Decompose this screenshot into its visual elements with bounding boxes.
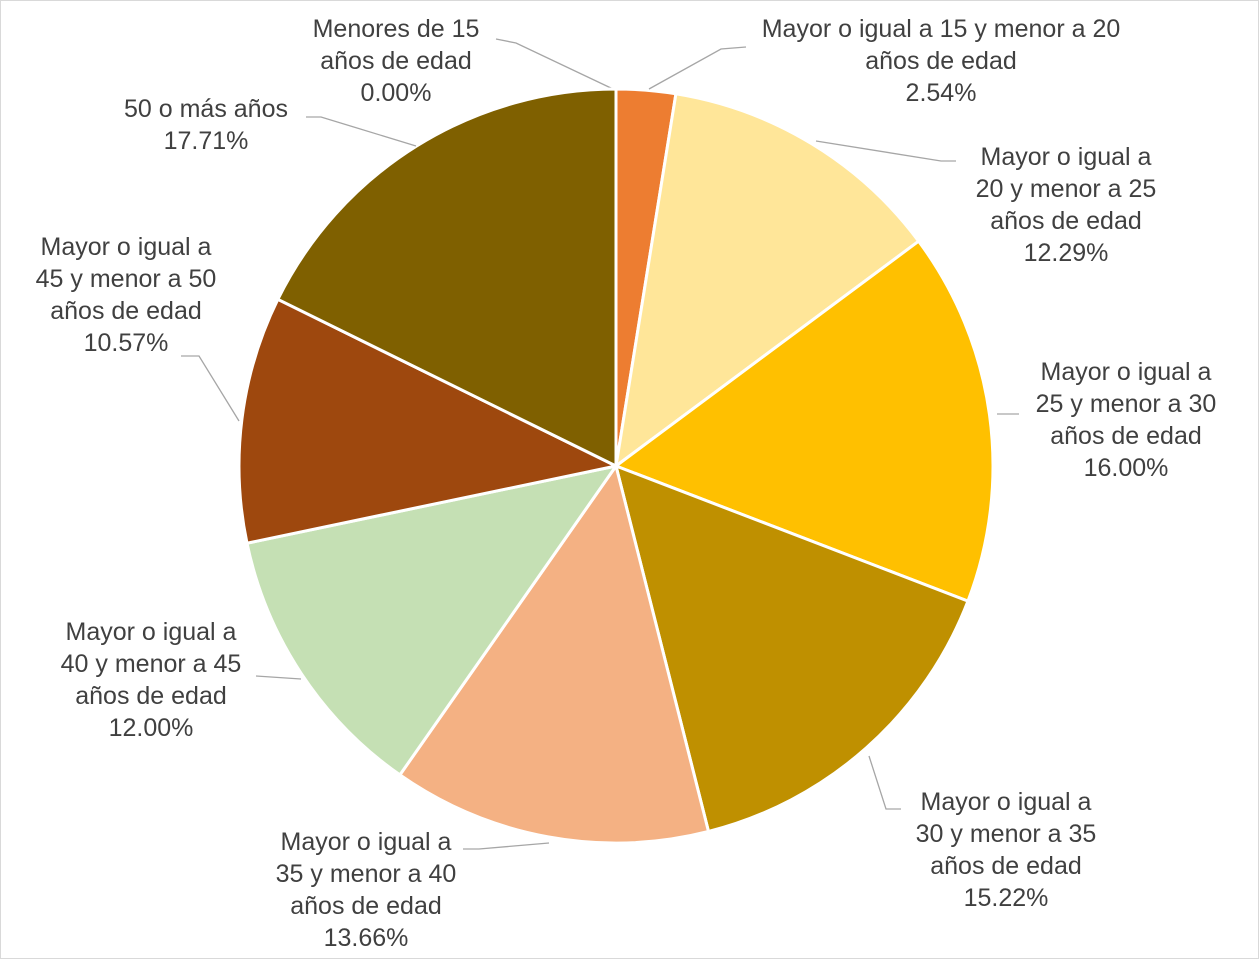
value-label: 0.00% — [360, 79, 432, 107]
category-label: 50 o más años — [124, 95, 288, 123]
data-label: Mayor o igual a 15 y menor a 20 años de … — [759, 13, 1124, 109]
data-label: Mayor o igual a 20 y menor a 25 años de … — [974, 141, 1159, 269]
category-label: Mayor o igual a 35 y menor a 40 años de … — [275, 828, 457, 920]
value-label: 13.66% — [323, 924, 409, 952]
data-label: Mayor o igual a 35 y menor a 40 años de … — [274, 826, 459, 954]
category-label: Mayor o igual a 20 y menor a 25 años de … — [975, 143, 1157, 235]
category-label: Mayor o igual a 25 y menor a 30 años de … — [1035, 358, 1217, 450]
leader-line — [868, 755, 901, 810]
value-label: 15.22% — [963, 884, 1049, 912]
pie-slice — [275, 87, 618, 469]
value-label: 2.54% — [905, 79, 977, 107]
value-label: 17.71% — [163, 127, 249, 155]
category-label: Mayor o igual a 45 y menor a 50 años de … — [35, 233, 217, 325]
data-label: Mayor o igual a 45 y menor a 50 años de … — [34, 231, 219, 359]
data-label: 50 o más años 17.71% — [106, 93, 306, 157]
leader-line — [306, 116, 417, 147]
category-label: Mayor o igual a 40 y menor a 45 años de … — [60, 618, 242, 710]
leader-line — [255, 675, 302, 680]
pie-slice — [397, 462, 711, 845]
data-label: Menores de 15 años de edad 0.00% — [304, 13, 489, 109]
pie-slice — [613, 463, 970, 834]
data-label: Mayor o igual a 40 y menor a 45 años de … — [59, 616, 244, 744]
category-label: Menores de 15 años de edad — [312, 15, 480, 75]
leader-line — [463, 842, 550, 850]
value-label: 16.00% — [1083, 454, 1169, 482]
data-label: Mayor o igual a 25 y menor a 30 años de … — [1034, 356, 1219, 484]
category-label: Mayor o igual a 30 y menor a 35 años de … — [915, 788, 1097, 880]
leader-line — [181, 355, 240, 422]
pie-slice — [612, 239, 995, 604]
leader-line — [648, 46, 747, 90]
pie-slice — [237, 297, 621, 545]
value-label: 12.29% — [1023, 239, 1109, 267]
category-label: Mayor o igual a 15 y menor a 20 años de … — [761, 15, 1121, 75]
value-label: 10.57% — [83, 329, 169, 357]
value-label: 12.00% — [108, 714, 194, 742]
leader-line — [815, 140, 956, 162]
data-label: Mayor o igual a 30 y menor a 35 años de … — [914, 786, 1099, 914]
pie-slice — [613, 92, 921, 470]
pie-slice — [245, 463, 620, 777]
leader-line — [495, 38, 614, 90]
